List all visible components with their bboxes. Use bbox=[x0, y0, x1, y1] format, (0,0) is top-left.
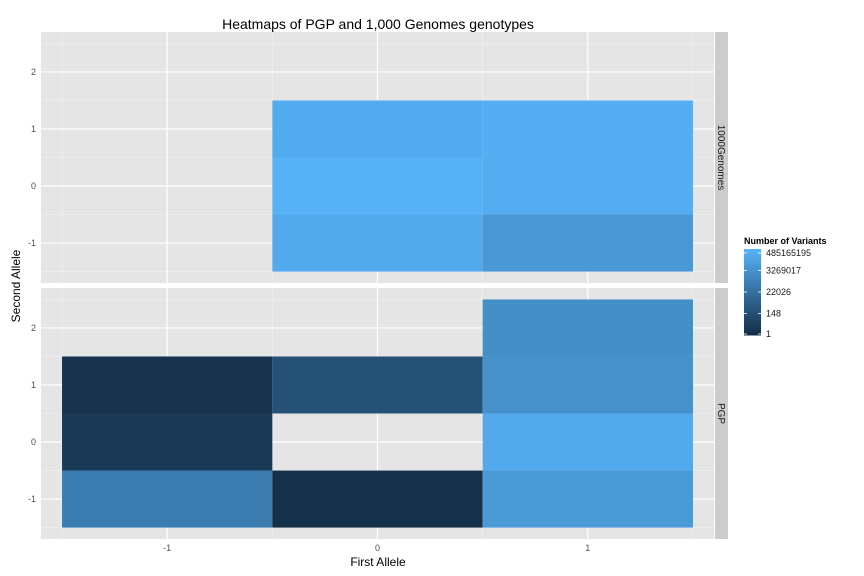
legend-gradient-step bbox=[744, 328, 761, 332]
legend-gradient-step bbox=[744, 283, 761, 287]
legend-gradient-step bbox=[744, 326, 761, 330]
heatmap-cell bbox=[272, 470, 483, 528]
legend-gradient-step bbox=[744, 281, 761, 284]
legend-gradient-step bbox=[744, 255, 761, 259]
x-tick-label: -1 bbox=[163, 543, 171, 553]
legend-gradient-step bbox=[744, 304, 761, 308]
heatmap-cell bbox=[482, 214, 693, 272]
facet-strip bbox=[715, 32, 728, 283]
y-tick-label: 1 bbox=[31, 124, 36, 134]
legend-gradient-step bbox=[744, 300, 761, 304]
x-tick-label: 1 bbox=[585, 543, 590, 553]
legend-gradient-step bbox=[744, 272, 761, 276]
y-tick-label: 0 bbox=[31, 437, 36, 447]
legend-gradient-step bbox=[744, 261, 761, 265]
legend-break-label: 1 bbox=[766, 329, 771, 339]
legend-gradient-step bbox=[744, 274, 761, 278]
legend-break-label: 485165195 bbox=[766, 248, 811, 258]
legend-gradient-step bbox=[744, 268, 761, 271]
legend-gradient-step bbox=[744, 257, 761, 261]
y-tick-label: -1 bbox=[28, 238, 36, 248]
legend-gradient-step bbox=[744, 264, 761, 267]
y-tick-label: 1 bbox=[31, 380, 36, 390]
legend-break-label: 3269017 bbox=[766, 266, 801, 276]
x-tick-label: 0 bbox=[375, 543, 380, 553]
legend-gradient-step bbox=[744, 307, 761, 310]
legend-gradient-step bbox=[744, 319, 761, 323]
legend-gradient-step bbox=[744, 302, 761, 306]
heatmap-cell bbox=[482, 100, 693, 158]
legend-colorbar bbox=[744, 249, 761, 336]
x-axis-title: First Allele bbox=[350, 555, 406, 569]
heatmap-cell bbox=[272, 356, 483, 414]
heatmap-cell bbox=[62, 470, 273, 528]
legend-gradient-step bbox=[744, 279, 761, 282]
legend-gradient-step bbox=[744, 251, 761, 254]
legend-gradient-step bbox=[744, 276, 761, 280]
legend-gradient-step bbox=[744, 332, 761, 336]
legend-title: Number of Variants bbox=[744, 236, 827, 246]
legend-gradient-step bbox=[744, 259, 761, 263]
legend-break-label: 22026 bbox=[766, 287, 791, 297]
y-tick-label: -1 bbox=[28, 494, 36, 504]
legend-gradient-step bbox=[744, 285, 761, 289]
legend-gradient-step bbox=[744, 330, 761, 334]
legend-gradient-step bbox=[744, 289, 761, 293]
legend-gradient-step bbox=[744, 296, 761, 299]
heatmap-cell bbox=[482, 413, 693, 471]
heatmap-cell bbox=[272, 157, 483, 215]
legend-gradient-step bbox=[744, 292, 761, 295]
y-tick-label: 2 bbox=[31, 323, 36, 333]
y-tick-label: 0 bbox=[31, 181, 36, 191]
heatmap-cell bbox=[272, 100, 483, 158]
panel-1000Genomes: -1 0 1 2 1000Genomes bbox=[28, 32, 728, 283]
facet-strip-label: 1000Genomes bbox=[715, 125, 726, 191]
heatmap-cell bbox=[482, 356, 693, 414]
legend-gradient-step bbox=[744, 298, 761, 302]
heatmap-cell bbox=[482, 470, 693, 528]
color-legend: Number of Variants 485165195 3269017 22026… bbox=[744, 236, 827, 339]
legend-gradient-step bbox=[744, 266, 761, 269]
legend-gradient-step bbox=[744, 322, 761, 325]
legend-gradient-step bbox=[744, 309, 761, 312]
heatmap-cell bbox=[482, 299, 693, 357]
legend-gradient-step bbox=[744, 324, 761, 327]
facet-strip bbox=[715, 288, 728, 539]
y-axis-title: Second Allele bbox=[9, 249, 23, 322]
legend-gradient-step bbox=[744, 313, 761, 317]
legend-gradient-step bbox=[744, 294, 761, 297]
y-tick-label: 2 bbox=[31, 67, 36, 77]
legend-gradient-step bbox=[744, 311, 761, 314]
legend-gradient-step bbox=[744, 317, 761, 321]
legend-labels: 485165195 3269017 22026 148 1 bbox=[744, 248, 811, 339]
legend-gradient-step bbox=[744, 270, 761, 274]
heatmap-cell bbox=[62, 413, 273, 471]
facet-panels: -1 0 1 2 1000Genomes -1 0 1 2 PGP -1 0 1 bbox=[28, 32, 728, 553]
facet-strip-label: PGP bbox=[715, 403, 726, 424]
legend-break-label: 148 bbox=[766, 309, 781, 319]
panel-PGP: -1 0 1 2 PGP bbox=[28, 288, 728, 539]
legend-gradient-step bbox=[744, 287, 761, 291]
heatmap-cell bbox=[482, 157, 693, 215]
heatmap-cell bbox=[62, 356, 273, 414]
legend-gradient-step bbox=[744, 249, 761, 252]
chart-title: Heatmaps of PGP and 1,000 Genomes genoty… bbox=[222, 16, 534, 32]
legend-gradient-step bbox=[744, 315, 761, 319]
legend-gradient-step bbox=[744, 253, 761, 256]
heatmap-cell bbox=[272, 214, 483, 272]
